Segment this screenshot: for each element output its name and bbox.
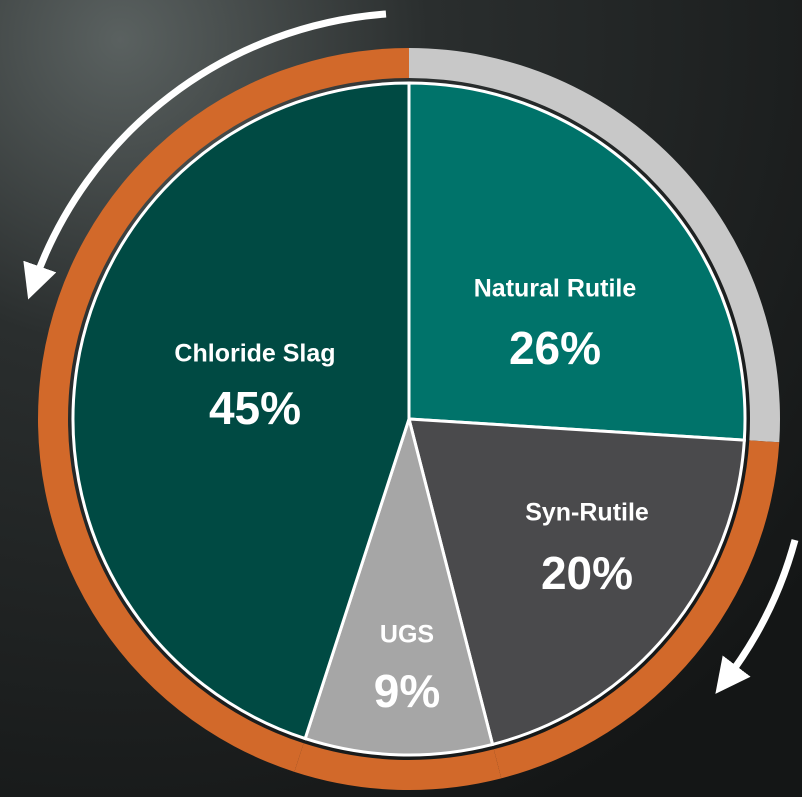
arrow [23,10,387,300]
slice-label: Natural Rutile [474,275,637,303]
slice [303,413,495,757]
slice [71,81,411,741]
ring-segment [493,440,780,779]
value-label: 20% [541,547,633,599]
ring-segment [409,48,780,443]
pie [71,81,747,757]
arrow [715,539,799,694]
value-label: 26% [509,322,601,374]
slice-label: Chloride Slag [174,340,335,368]
value-label: 45% [209,382,301,434]
labels: Natural Rutile 26% Syn-Rutile 20% UGS 9% Chlor… [174,275,648,718]
value-label: 9% [374,665,440,717]
slice [407,417,746,747]
ring [38,48,780,790]
ring-segment [294,743,502,790]
slice-label: UGS [380,621,434,649]
slice-label: Syn-Rutile [525,499,649,527]
slice [407,81,747,442]
